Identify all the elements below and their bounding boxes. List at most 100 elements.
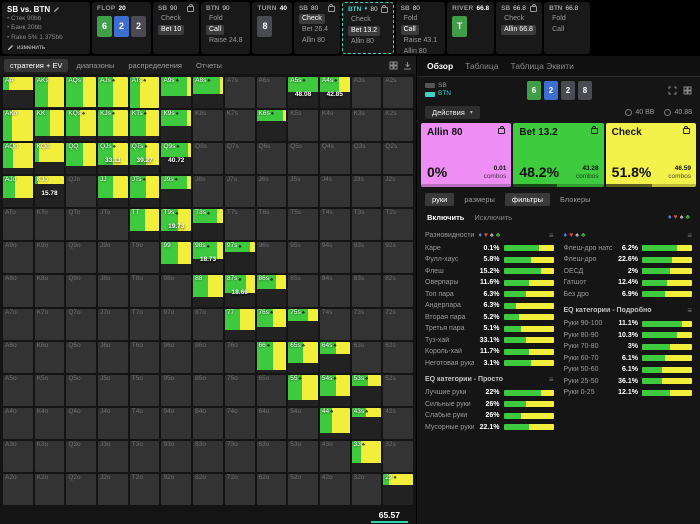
download-icon[interactable]: [403, 61, 412, 70]
player-badge-sb[interactable]: SB: [425, 82, 451, 90]
spade-suit-icon[interactable]: ♠: [679, 213, 684, 221]
tree-action-raise-24-8[interactable]: Raise 24.8: [209, 36, 243, 44]
matrix-cell-J9s[interactable]: J9s ♠: [161, 176, 192, 208]
matrix-cell-96o[interactable]: 96o: [161, 341, 192, 373]
matrix-cell-T6s[interactable]: T6s: [256, 209, 287, 241]
matrix-cell-J2o[interactable]: J2o: [98, 473, 128, 505]
club-suit-icon[interactable]: ♣: [580, 232, 586, 239]
matrix-cell-92o[interactable]: 92o: [161, 473, 192, 505]
matrix-cell-52o[interactable]: 52o: [288, 473, 318, 505]
matrix-cell-T7s[interactable]: T7s: [224, 209, 255, 241]
matrix-cell-TT[interactable]: TT: [129, 209, 160, 241]
matrix-cell-84s[interactable]: 84s: [319, 275, 350, 307]
matrix-cell-76o[interactable]: 76o: [224, 341, 255, 373]
matrix-cell-T9s[interactable]: T9s ♠ 19.73: [161, 209, 192, 241]
matrix-cell-92s[interactable]: 92s: [383, 242, 413, 274]
include-toggle[interactable]: Включить: [427, 212, 465, 222]
matrix-cell-K4s[interactable]: K4s: [319, 110, 350, 142]
matrix-cell-J3s[interactable]: J3s: [351, 176, 382, 208]
matrix-cell-Q2s[interactable]: Q2s: [383, 143, 413, 175]
matrix-cell-K5o[interactable]: K5o: [34, 374, 65, 406]
matrix-cell-J6s[interactable]: J6s: [256, 176, 287, 208]
matrix-cell-83o[interactable]: 83o: [193, 440, 223, 472]
matrix-cell-72o[interactable]: 72o: [224, 473, 255, 505]
matrix-cell-A8o[interactable]: A8o: [3, 275, 33, 307]
panel-tab-таблица[interactable]: Таблица: [465, 61, 499, 71]
matrix-cell-A5o[interactable]: A5o: [3, 374, 33, 406]
matrix-cell-93o[interactable]: 93o: [161, 440, 192, 472]
tree-action-check[interactable]: Check: [350, 15, 371, 23]
action-box-bet-13-2[interactable]: Bet 13.2 48.2% 43.28 combos: [513, 123, 604, 187]
tree-action-allin-80[interactable]: Allin 80: [301, 36, 325, 44]
matrix-cell-72s[interactable]: 72s: [383, 308, 413, 340]
tree-action-fold[interactable]: Fold: [403, 14, 418, 22]
matrix-cell-KJo[interactable]: KJo 15.78: [34, 176, 65, 208]
tree-action-fold[interactable]: Fold: [552, 14, 566, 22]
tree-action-call[interactable]: Call: [552, 25, 565, 33]
matrix-cell-Q9o[interactable]: Q9o: [66, 242, 97, 274]
tree-action-check[interactable]: Check: [161, 14, 181, 22]
matrix-cell-T6o[interactable]: T6o: [129, 341, 160, 373]
matrix-cell-42o[interactable]: 42o: [319, 473, 350, 505]
matrix-tab-отчеты[interactable]: Отчеты: [195, 60, 222, 70]
matrix-cell-A4s[interactable]: A4s ♠ 42.85: [319, 77, 350, 109]
matrix-cell-65o[interactable]: 65o: [256, 374, 287, 406]
matrix-cell-54o[interactable]: 54o: [288, 407, 318, 439]
matrix-cell-44[interactable]: 44 ♠: [319, 407, 350, 439]
matrix-cell-43o[interactable]: 43o: [319, 440, 350, 472]
matrix-cell-K5s[interactable]: K5s: [288, 110, 318, 142]
matrix-cell-Q8o[interactable]: Q8o: [66, 275, 97, 307]
matrix-cell-J4o[interactable]: J4o: [98, 407, 128, 439]
matrix-cell-53o[interactable]: 53o: [288, 440, 318, 472]
matrix-cell-Q7s[interactable]: Q7s: [224, 143, 255, 175]
matrix-cell-K7o[interactable]: K7o: [34, 308, 65, 340]
matrix-cell-85s[interactable]: 85s: [288, 275, 318, 307]
matrix-cell-J8o[interactable]: J8o: [98, 275, 128, 307]
card-2d[interactable]: 2: [114, 15, 129, 37]
matrix-cell-J6o[interactable]: J6o: [98, 341, 128, 373]
matrix-cell-73s[interactable]: 73s: [351, 308, 382, 340]
matrix-cell-J5s[interactable]: J5s: [288, 176, 318, 208]
matrix-cell-AKo[interactable]: AKo: [3, 110, 33, 142]
matrix-cell-KTo[interactable]: KTo: [34, 209, 65, 241]
matrix-cell-Q3o[interactable]: Q3o: [66, 440, 97, 472]
matrix-cell-T4o[interactable]: T4o: [129, 407, 160, 439]
matrix-cell-Q9s[interactable]: Q9s ♠ 40.72: [161, 143, 192, 175]
matrix-cell-74o[interactable]: 74o: [224, 407, 255, 439]
tree-action-bet-10[interactable]: Bet 10: [158, 24, 185, 35]
menu-icon[interactable]: ≡: [548, 374, 554, 384]
matrix-cell-93s[interactable]: 93s: [351, 242, 382, 274]
matrix-cell-98o[interactable]: 98o: [161, 275, 192, 307]
matrix-cell-88[interactable]: 88: [193, 275, 223, 307]
matrix-cell-T8o[interactable]: T8o: [129, 275, 160, 307]
matrix-cell-64o[interactable]: 64o: [256, 407, 287, 439]
matrix-cell-Q6o[interactable]: Q6o: [66, 341, 97, 373]
matrix-cell-A7s[interactable]: A7s: [224, 77, 255, 109]
matrix-cell-QTs[interactable]: QTs ♠ 39.27: [129, 143, 160, 175]
grid-icon[interactable]: [683, 86, 692, 95]
matrix-cell-AJo[interactable]: AJo: [3, 176, 33, 208]
board-card-8s[interactable]: 8: [578, 80, 592, 100]
matrix-cell-A4o[interactable]: A4o: [3, 407, 33, 439]
matrix-cell-94s[interactable]: 94s: [319, 242, 350, 274]
matrix-cell-AQo[interactable]: AQo: [3, 143, 33, 175]
matrix-cell-A3s[interactable]: A3s: [351, 77, 382, 109]
matrix-cell-KK[interactable]: KK: [34, 110, 65, 142]
matrix-cell-K2o[interactable]: K2o: [34, 473, 65, 505]
spade-suit-icon[interactable]: ♠: [490, 232, 494, 239]
matrix-tab-стратегия-ev[interactable]: стратегия + EV: [4, 58, 69, 72]
diamond-suit-icon[interactable]: ♦: [667, 213, 672, 221]
matrix-cell-76s[interactable]: 76s ♠: [256, 308, 287, 340]
matrix-cell-K3s[interactable]: K3s: [351, 110, 382, 142]
matrix-cell-87o[interactable]: 87o: [193, 308, 223, 340]
matrix-cell-J7s[interactable]: J7s: [224, 176, 255, 208]
matrix-cell-A9s[interactable]: A9s ♠: [161, 77, 192, 109]
matrix-cell-T7o[interactable]: T7o: [129, 308, 160, 340]
matrix-cell-K6o[interactable]: K6o: [34, 341, 65, 373]
panel-tab-таблица-эквити[interactable]: Таблица Эквити: [510, 61, 574, 71]
matrix-cell-95s[interactable]: 95s: [288, 242, 318, 274]
matrix-cell-Q6s[interactable]: Q6s: [256, 143, 287, 175]
player-badge-btn[interactable]: BTN: [425, 90, 451, 98]
matrix-cell-86s[interactable]: 86s ♠: [256, 275, 287, 307]
matrix-cell-KTs[interactable]: KTs ♠: [129, 110, 160, 142]
